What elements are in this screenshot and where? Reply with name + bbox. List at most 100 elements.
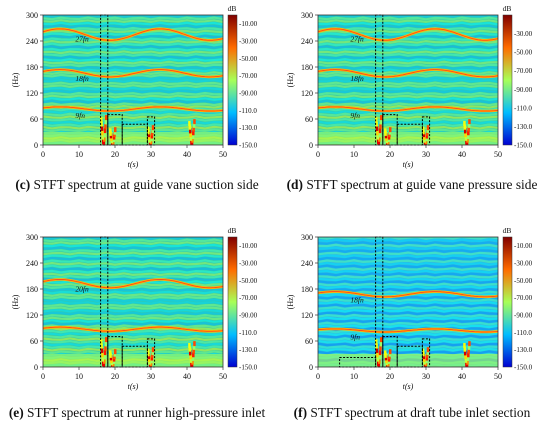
texture-band (318, 319, 498, 324)
spectrogram-d: 9fn 18fn 27fn 0 10 20 30 40 50 0 60 120 180 240 300 t(s… (286, 4, 533, 169)
colorbar-tick-label: -130.0 (239, 346, 258, 354)
texture-band (43, 334, 223, 339)
dashed-box (382, 114, 398, 146)
texture-band (318, 237, 498, 240)
texture-band (318, 55, 498, 60)
texture-band (43, 254, 223, 259)
texture-band (318, 339, 498, 344)
texture-band (43, 290, 223, 295)
transient-burst (148, 359, 151, 365)
transient-burst (188, 342, 191, 348)
texture-band (43, 313, 223, 318)
colorbar-tick-label: -10.00 (239, 20, 258, 28)
transient-burst (464, 135, 468, 141)
transient-burst (104, 345, 107, 351)
transient-burst (466, 137, 469, 143)
texture-band (43, 287, 223, 292)
low-frequency-band (43, 132, 223, 145)
transient-burst (99, 117, 103, 123)
texture-band (318, 277, 498, 282)
transient-burst (103, 358, 106, 364)
colorbar-tick-label: -10.00 (514, 242, 533, 250)
x-tick-label: 20 (386, 150, 394, 159)
transient-burst (378, 132, 381, 138)
harmonic-label: 20fn (75, 284, 89, 293)
texture-band (318, 308, 498, 313)
x-axis-label: t(s) (403, 160, 414, 169)
transient-burst (101, 352, 104, 358)
transient-burst (421, 348, 425, 354)
spectrogram-e: 20fn 0 10 20 30 40 50 0 60 120 180 240 300 t(s) (Hz) dB… (11, 226, 258, 391)
transient-burst (376, 134, 380, 140)
colorbar-tick-label: -150.0 (239, 364, 258, 372)
x-tick-label: 30 (422, 150, 430, 159)
spectrogram-plot (318, 237, 498, 367)
colorbar-tick-label: -130.0 (514, 123, 533, 131)
transient-burst (191, 133, 195, 139)
caption-d-letter: (d) (286, 177, 303, 192)
texture-band (318, 298, 498, 303)
caption-e-letter: (e) (8, 405, 24, 420)
y-tick-label: 300 (26, 233, 38, 242)
spectrogram-texture (318, 237, 498, 367)
transient-burst (192, 352, 195, 358)
transient-burst (188, 120, 191, 126)
spectrogram-c: 9fn 18fn 27fn 0 10 20 30 40 50 0 60 120 180 240 300 t(s… (11, 4, 258, 169)
texture-band (43, 324, 223, 329)
caption-f-text: STFT spectrum at draft tube inlet sectio… (310, 405, 531, 420)
texture-band (43, 316, 223, 321)
transient-burst (146, 126, 150, 132)
x-tick-label: 50 (494, 372, 502, 381)
texture-band (318, 84, 498, 89)
texture-band (43, 39, 223, 44)
texture-band (43, 259, 223, 264)
y-tick-label: 120 (301, 311, 313, 320)
transient-burst (151, 127, 154, 133)
transient-burst (375, 347, 379, 353)
transient-burst (376, 356, 380, 362)
colorbar-tick-label: -30.00 (514, 30, 533, 38)
texture-band (43, 60, 223, 65)
x-tick-label: 40 (183, 150, 191, 159)
x-tick-label: 10 (350, 150, 358, 159)
texture-band (318, 272, 498, 277)
colorbar (502, 236, 513, 368)
texture-band (318, 342, 498, 347)
texture-band (318, 39, 498, 44)
caption-d-text: STFT spectrum at guide vane pressure sid… (306, 177, 538, 192)
texture-band (43, 298, 223, 303)
transient-burst (388, 127, 392, 133)
x-tick-label: 50 (219, 372, 227, 381)
texture-band (318, 324, 498, 329)
texture-band (318, 246, 498, 251)
panel-f: 9fn 18fn 0 10 20 30 40 50 0 60 120 180 240 300 t(s) (Hz… (275, 222, 550, 444)
texture-band (43, 339, 223, 344)
colorbar (227, 14, 238, 146)
texture-band (318, 347, 498, 352)
texture-band (318, 125, 498, 130)
texture-band (318, 337, 498, 342)
transient-burst (464, 354, 467, 360)
texture-band (43, 337, 223, 342)
transient-burst (113, 127, 117, 133)
transient-burst (151, 349, 154, 355)
texture-band (318, 350, 498, 355)
texture-band (43, 295, 223, 300)
texture-band (318, 334, 498, 339)
transient-burst (191, 355, 195, 361)
transient-burst (192, 344, 196, 350)
texture-band (318, 26, 498, 31)
texture-band (43, 246, 223, 251)
transient-burst (425, 133, 429, 139)
colorbar-tick-label: -10.00 (239, 242, 258, 250)
texture-band (318, 45, 498, 50)
y-tick-label: 60 (30, 115, 38, 124)
texture-band (43, 16, 223, 21)
colorbar-tick-label: -50.00 (239, 55, 258, 63)
texture-band (43, 42, 223, 47)
harmonic-label: 18fn (350, 296, 364, 305)
transient-burst (379, 115, 383, 121)
texture-band (43, 306, 223, 311)
panel-d: 9fn 18fn 27fn 0 10 20 30 40 50 0 60 120 180 240 300 t(s… (275, 0, 550, 222)
transient-burst (422, 134, 426, 140)
